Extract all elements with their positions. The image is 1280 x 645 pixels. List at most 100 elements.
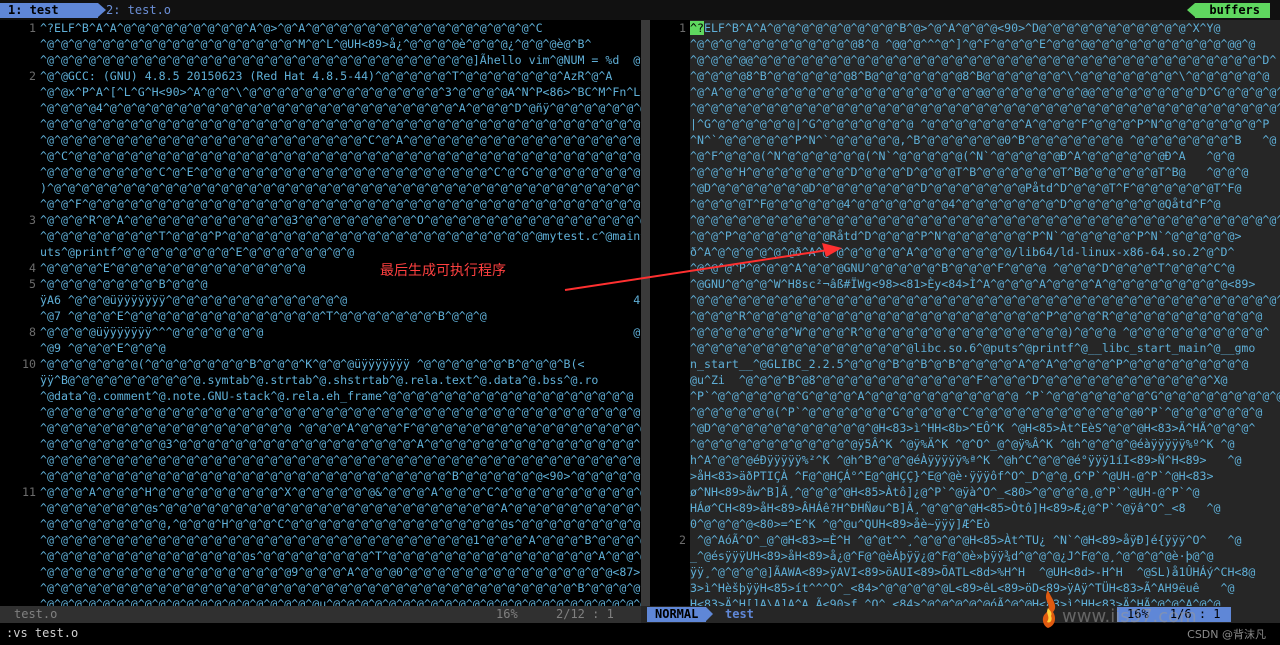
line-content: ^@^@^@^@^@^@^@^@^@^@^@^@^@^@^@^@^@^@^@^@… <box>690 212 1280 228</box>
editor-line[interactable]: ^@^@^@^@^@^@^@^@^@^@^@^@^@^@^@^@^@^@^@^@… <box>0 132 641 148</box>
editor-line[interactable]: ^@^A^@^@^@^@^@^@^@^@^@^@^@^@^@^@^@^@^@^@… <box>650 84 1280 100</box>
editor-line[interactable]: 4 ^@^@^@^@^E^@^@^@^@^@^@^@^@^@^@^@^@^@^@ <box>0 260 641 276</box>
editor-line[interactable]: ^@^@^@^@@^@^@^@^@^@^@^@^@^@^@^@^@^@^@^@^… <box>650 52 1280 68</box>
editor-line[interactable]: H<83>Ä^H[]A\A]A^A_Ã<90>f.^O^_<84>^@^@^@^… <box>650 596 1280 606</box>
editor-line[interactable]: ^@^@^@^@^@^@^@^@^@^@^@^@ÿ5Â^K ^@ÿ%Ä^K ^@… <box>650 436 1280 452</box>
editor-line[interactable]: ^@^@^@^@^@^@^@^@^@^@^@^@^@^@^@^@^@^@^@^@… <box>0 116 641 132</box>
command-line[interactable]: :vs test.o <box>0 623 1280 645</box>
editor-line[interactable]: _^@ésÿÿÿUH<89>åH<89>å¿@^F@^@èÁþÿÿ¿@^F@^@… <box>650 548 1280 564</box>
editor-line[interactable]: ^@GNU^@^@^@^W^H8sc²¬âß#ÏWg<98><81>Èy<84>… <box>650 276 1280 292</box>
editor-line[interactable]: ^@data^@.comment^@.note.GNU-stack^@.rela… <box>0 388 641 404</box>
editor-line[interactable]: 5 ^@^@^@^@^@^@^@^@^B^@^@^@ <box>0 276 641 292</box>
editor-line[interactable]: 1 ^?ELF^B^A^A^@^@^@^@^@^@^@^@^@^B^@>^@^A^… <box>650 20 1280 36</box>
editor-line[interactable]: ^@^@^@^@4^@^@^@^@^@^@^@^@^@^@^@^@^@^@^@^… <box>0 100 641 116</box>
editor-line[interactable]: ^@D^@^@^@^@^@^@^@^@^@^@^@^@H<83>ì^HH<8b>… <box>650 420 1280 436</box>
line-number <box>650 68 690 84</box>
editor-line[interactable]: ^@7 ^@^@^@^E^@^@^@^@^@^@^@^@^@^@^@^@^@^@… <box>0 308 641 324</box>
editor-line[interactable]: 10 ^@^@^@^@^@^@^@(^@^@^@^@^@^@^@^B^@^@^@^… <box>0 356 641 372</box>
editor-line[interactable]: )^@^@^@^@^@^@^@^@^@^@^@^@^@^@^@^@^@^@^@^… <box>0 180 641 196</box>
editor-line[interactable]: ^@^@^@^@^@^@^@^@^@,^@^@^@^H^@^@^@^C^@^@^… <box>0 516 641 532</box>
line-text: ^@^C^@^@^@^@^@^@^@^@^@^@^@^@^@^@^@^@^@^@… <box>40 149 641 163</box>
tab-test[interactable]: 1: test <box>0 3 106 18</box>
editor-line[interactable]: ^@^@^@^R^@^@^@^@^@^@^@^@^@^@^@^@^@^@^@^@… <box>650 308 1280 324</box>
editor-line[interactable]: ^@^@^@^H^@^@^@^@^@^@^@^D^@^@^@^D^@^@^@T^… <box>650 164 1280 180</box>
editor-line[interactable]: ^@^@^@^@^@^@^@^@^@^@^@^@^@^@^@^@^@^@^@^@… <box>0 532 641 548</box>
editor-line[interactable]: ø^NH<89>åw^B]Ã¸^@^@^@^@H<85>Àtô]¿@^P`^@ÿ… <box>650 484 1280 500</box>
line-content: h^A^@^@^@éÐÿÿÿÿÿ%²^K ^@h^B^@^@^@éÀÿÿÿÿÿ%… <box>690 452 1280 468</box>
editor-line[interactable]: |^G^@^@^@^@^@^@|^G^@^@^@^@^@^@^@ ^@^@^@^… <box>650 116 1280 132</box>
line-content: >åH<83>äðPTIÇÀ ^F@^@HÇÁ°^E@^@HÇÇ}^E@^@è·… <box>690 468 1280 484</box>
editor-line[interactable]: ^@^@^@^@^@^@^@^@^@^@^@^@8^@ ^@@^@^^^@^]^… <box>650 36 1280 52</box>
editor-line[interactable]: ^@^@^@^@8^B^@^@^@^@^@^@8^B@^@^@^@^@^@^@8… <box>650 68 1280 84</box>
line-content: ^@9 ^@^@^@^E^@^@^@ <box>40 340 641 356</box>
tab-test-o[interactable]: 2: test.o <box>106 3 172 17</box>
editor-line[interactable]: uts^@printf^@^@^@^@^@^@^@^@^E^@^@^@^@^@^… <box>0 244 641 260</box>
line-number <box>0 244 40 260</box>
editor-line[interactable]: ^@^@^@^@^@^@^@^@^@^@^@^@^@^@^@^@^@^@^@^@… <box>0 468 641 484</box>
editor-line[interactable]: ^@^@^@^P^@^@^@^A^@^@^@GNU^@^@^@^@^@^B^@^… <box>650 260 1280 276</box>
line-number <box>650 340 690 356</box>
editor-line[interactable]: ÿA6 ^@^@^@üÿÿÿÿÿÿÿ^@^@^@^@^@^@^@^@^@^@^@… <box>0 292 641 308</box>
editor-line[interactable]: 2 ^@^AóÃ^O^_@^@H<83>=È^H ^@^@t^^¸^@^@^@^… <box>650 532 1280 548</box>
editor-line[interactable]: ^N^`^@^@^@^@^@^P^N^`^@^@^@^@^@,^B^@^@^@^… <box>650 132 1280 148</box>
editor-line[interactable]: ^@^@^@^@^@^@^@^@^T^@^@^@^P^@^@^@^@^@^@^@… <box>0 228 641 244</box>
editor-line[interactable]: ^@^@^@^@T^F@^@^@^@^@^@4^@^@^@^@^@^@^@4^@… <box>650 196 1280 212</box>
editor-line[interactable]: ^@^F^@^@^@(^N^@^@^@^@^@^@(^N`^@^@^@^@^@(… <box>650 148 1280 164</box>
editor-line[interactable]: 3 ^@^@^@^R^@^A^@^@^@^@^@^@^@^@^@^@^@^@3^@… <box>0 212 641 228</box>
right-editor-pane[interactable]: 1 ^?ELF^B^A^A^@^@^@^@^@^@^@^@^@^B^@>^@^A^… <box>650 20 1280 606</box>
editor-line[interactable]: ^@^@^@^@^@^@^@^@^@3^@^@^@^@^@^@^@^@^@^@^… <box>0 436 641 452</box>
editor-line[interactable]: 2 ^@^@GCC: (GNU) 4.8.5 20150623 (Red Hat … <box>0 68 641 84</box>
line-content: ø^NH<89>åw^B]Ã¸^@^@^@^@H<85>Àtô]¿@^P`^@ÿ… <box>690 484 1280 500</box>
editor-line[interactable]: ^@^@^@^@^@^@^@^@^@^@^@^@^@^@^@^@^@^@^@^@… <box>0 596 641 606</box>
editor-line[interactable]: ^@^@^@^@^@^@^@^@^@^@^@^@^@^@^@^@^@^@^@^@… <box>0 52 641 68</box>
left-editor-pane[interactable]: 1 ^?ELF^B^A^A^@^@^@^@^@^@^@^@^@^A^@>^@^A^… <box>0 20 641 606</box>
line-content: ^@^@^@^@^@^@(^P`^@^@^@^@^@^@^G^@^@^@^@^C… <box>690 404 1280 420</box>
editor-line[interactable]: ^P`^@^@^@^@^@^@^G^@^@^@^A^@^@^@^@^@^@^@^… <box>650 388 1280 404</box>
editor-line[interactable]: ^@^@^@^@^@^@^@^@^@^@^@^@^@^@^@^@^@^@^@^@… <box>650 212 1280 228</box>
editor-line[interactable]: ^@^@x^P^A^[^L^G^H<90>^A^@^@^\^@^@^@^@^@^… <box>0 84 641 100</box>
editor-line[interactable]: ^@^@^@^@^@^@^@^@s^@^@^@^@^@^@^@^@^@^@^@^… <box>0 500 641 516</box>
line-text: ^@D^@^@^@^@^@^@^@^@^@^@^@^@H<83>ì^HH<8b>… <box>690 421 1256 435</box>
editor-line[interactable]: ^@^@^@^@^@^@^@^@^@^@^@^@^@^@^@^@^@^@^@^@… <box>650 100 1280 116</box>
editor-line[interactable]: ^@^@^@^@^@^@^@^@^@^@^@^@^@^@^@^@^@^@^@^@… <box>650 292 1280 308</box>
line-content: ^@7 ^@^@^@^E^@^@^@^@^@^@^@^@^@^@^@^@^@^@… <box>40 308 641 324</box>
editor-line[interactable]: ^@^@^@^@^@^@^@^@^C^@^E^@^@^@^@^@^@^@^@^@… <box>0 164 641 180</box>
editor-line[interactable]: ^@^@^@^@^@^@^@^@^@^@^@^@^@^@^@^@^@^@^@^@… <box>0 404 641 420</box>
editor-line[interactable]: ^@^@^P^@^@^@^@^@^@^@Råtd^D^@^@^@^P^N^@^@… <box>650 228 1280 244</box>
line-number <box>0 532 40 548</box>
line-number <box>650 356 690 372</box>
editor-line[interactable]: ^@^@^@^@^@^@^@^@^@^@^@^@^@^@^@^@^@^@9^@^… <box>0 564 641 580</box>
editor-line[interactable]: ^@^@^@^@^@^@^@^@^@^@^@^@^@^@^@^@^@^@^@^@… <box>0 452 641 468</box>
editor-line[interactable]: ^@^@^@^@^@^@^@^@^@^@^@^@^@^@^@^@^@^@^@^@… <box>0 580 641 596</box>
editor-line[interactable]: ^@^@^@^@^@^@^@^@^@^@^@^@^@^@^@s^@^@^@^@^… <box>0 548 641 564</box>
line-content: ^@^@^@^@4^@^@^@^@^@^@^@^@^@^@^@^@^@^@^@^… <box>40 100 641 116</box>
editor-line[interactable]: ^@^@^@^@^@^@(^P`^@^@^@^@^@^@^G^@^@^@^@^C… <box>650 404 1280 420</box>
editor-line[interactable]: ^@D^@^@^@^@^@^@^@D^@^@^@^@^@^@^@^D^@^@^@… <box>650 180 1280 196</box>
editor-line[interactable]: 3>ì^HèšþÿÿH<85>ít^^^O^_<84>^@^@^@^@^@L<8… <box>650 580 1280 596</box>
line-content: ^@^@^@^P^@^@^@^A^@^@^@GNU^@^@^@^@^@^B^@^… <box>690 260 1280 276</box>
right-editor-lines[interactable]: 1 ^?ELF^B^A^A^@^@^@^@^@^@^@^@^@^B^@>^@^A^… <box>650 20 1280 606</box>
editor-line[interactable]: ^@^@^@^@^@^@^@^W^@^@^@^R^@^@^@^@^@^@^@^@… <box>650 324 1280 340</box>
editor-line[interactable]: n_start__^@GLIBC_2.2.5^@^@^@^B^@^B^@^B^@… <box>650 356 1280 372</box>
editor-line[interactable]: ^@^@^@^@^@^@^@^@^@^@^@^@^@^@^@^@libc.so.… <box>650 340 1280 356</box>
editor-line[interactable]: 0^@^@^@^@<80>=^E^K ^@^@u^QUH<89>åè~ÿÿÿ]Æ… <box>650 516 1280 532</box>
editor-line[interactable]: ^@9 ^@^@^@^E^@^@^@ <box>0 340 641 356</box>
editor-line[interactable]: 1 ^?ELF^B^A^A^@^@^@^@^@^@^@^@^@^A^@>^@^A^… <box>0 20 641 36</box>
line-text: ^@^@^@^@^@^@^@(^@^@^@^@^@^@^@^B^@^@^@^K^… <box>40 357 585 371</box>
vertical-split-divider[interactable] <box>641 20 650 606</box>
editor-line[interactable]: 11 ^@^@^@^A^@^@^@^H^@^@^@^@^@^@^@^@^@^X^@… <box>0 484 641 500</box>
editor-line[interactable]: @u^Zi ^@^@^@^B^@8^@^@^@^@^@^@^@^@^@^@^@^… <box>650 372 1280 388</box>
line-number <box>0 292 40 308</box>
left-editor-lines[interactable]: 1 ^?ELF^B^A^A^@^@^@^@^@^@^@^@^@^A^@>^@^A^… <box>0 20 641 606</box>
right-status-cursor-position: 1/6 : 1 <box>1169 607 1221 621</box>
editor-line[interactable]: HÁø^CH<89>åH<89>ÂHÁê?H^ÐHÑøu^B]Ã¸^@^@^@^… <box>650 500 1280 516</box>
editor-line[interactable]: ÿÿ^B@^@^@^@^@^@^@^@^@^@.symtab^@.strtab^… <box>0 372 641 388</box>
editor-line[interactable]: ^@^C^@^@^@^@^@^@^@^@^@^@^@^@^@^@^@^@^@^@… <box>0 148 641 164</box>
editor-line[interactable]: >åH<83>äðPTIÇÀ ^F@^@HÇÁ°^E@^@HÇÇ}^E@^@è·… <box>650 468 1280 484</box>
editor-line[interactable]: ^@^@^F^@^@^@^@^@^@^@^@^@^@^@^@^@^@^@^@^@… <box>0 196 641 212</box>
editor-line[interactable]: ^@^@^@^@^@^@^@^@^@^@^@^@^@^@^@^@^@^@ ^@^… <box>0 420 641 436</box>
editor-line[interactable]: h^A^@^@^@éÐÿÿÿÿÿ%²^K ^@h^B^@^@^@éÀÿÿÿÿÿ%… <box>650 452 1280 468</box>
editor-line[interactable]: ÿÿ¸^@^@^@^@]ÃAWA<89>ÿAVI<89>öAUI<89>ÕATL… <box>650 564 1280 580</box>
editor-line[interactable]: ^@^@^@^@^@^@^@^@^@^@^@^@^@^@^@^@^@^@^M^@… <box>0 36 641 52</box>
editor-line[interactable]: 8 ^@^@^@^@üÿÿÿÿÿÿÿ^^^@^@^@^@^@^@^@ @ <box>0 324 641 340</box>
